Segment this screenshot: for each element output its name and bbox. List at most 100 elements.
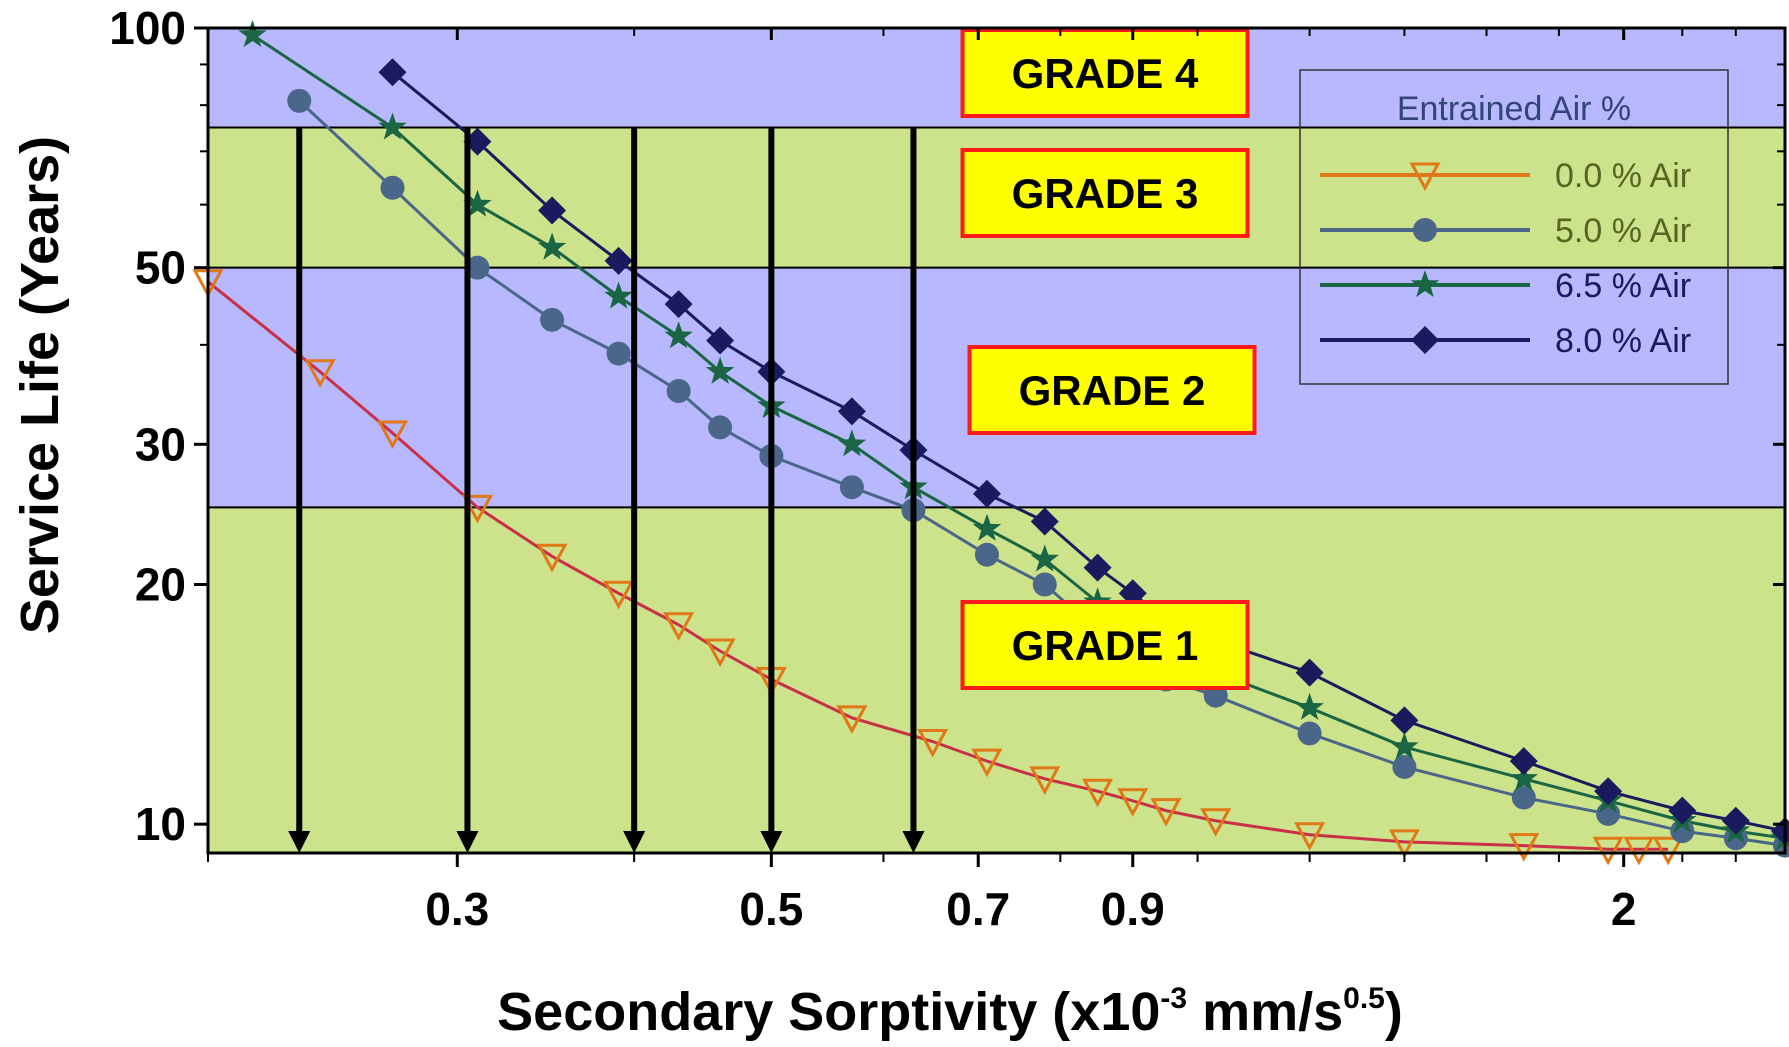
data-point [1083,553,1112,582]
data-point [1294,822,1326,851]
x-tick-label: 2 [1611,883,1637,935]
x-tick-label: 0.3 [425,883,489,935]
y-tick-label: 10 [135,798,186,850]
x-tick-label: 0.7 [946,883,1010,935]
data-point [1117,788,1149,817]
x-tick-label: 0.5 [739,883,803,935]
legend: Entrained Air % 0.0 % Air 5.0 % Air 6.5 % A… [1299,69,1729,385]
data-point [706,326,735,355]
data-point [1032,572,1057,597]
y-tick-label: 50 [135,242,186,294]
data-point [666,378,691,403]
grade-box-4 [960,28,1250,118]
grade-label-1: GRADE 1 [1012,622,1199,669]
arrow-head [456,831,479,853]
data-point [1295,692,1324,720]
data-point [1297,721,1322,746]
data-point [1594,777,1623,806]
data-point [380,175,405,200]
data-point [664,321,693,349]
data-point [663,612,695,641]
data-point [1295,658,1324,687]
data-point [1030,544,1059,572]
data-point [606,341,631,366]
data-point [837,429,867,457]
data-point [463,189,492,217]
legend-label: 6.5 % Air [1555,267,1691,305]
plot-frame [206,26,1787,855]
data-point [1652,836,1684,866]
data-point [837,397,866,426]
grade-label-3: GRADE 3 [1012,170,1199,217]
data-point [287,88,312,113]
data-point [378,112,407,140]
data-point [1509,763,1538,791]
grade-box-2 [967,345,1257,435]
data-point [465,255,490,280]
data-point [1388,829,1420,859]
data-point [540,307,565,332]
x-tick-label: 0.9 [1101,883,1165,935]
legend-swatch-marker [1410,270,1440,298]
data-point [1721,806,1750,835]
data-point [972,513,1002,541]
data-point [708,415,733,440]
arrow-head [623,831,646,853]
y-tick-label: 100 [109,2,186,54]
arrow-head [760,831,783,853]
data-point [1029,766,1061,796]
grade-box-1 [960,600,1250,690]
legend-label: 0.0 % Air [1555,157,1691,195]
data-point [1200,808,1232,837]
legend-box [1299,69,1729,385]
data-point [1668,796,1697,825]
y-tick-label: 20 [135,558,186,610]
y-axis: 10 20 30 50 100 [109,2,1785,850]
data-point [1030,507,1059,536]
data-point [836,705,868,734]
data-point [1082,778,1114,808]
y-tick-label: 30 [135,418,186,470]
grade-box-3 [960,148,1250,238]
data-point [705,356,735,384]
grade-labels: GRADE 1 GRADE 2 GRADE 3 GRADE 4 [960,28,1257,690]
data-point [839,475,864,500]
data-point [378,58,407,87]
data-point [536,543,568,573]
data-point [537,232,567,260]
data-point [538,196,567,225]
data-point [917,729,949,758]
data-point [704,638,736,668]
data-point [1390,706,1419,735]
data-point [604,246,633,275]
data-point [376,420,409,450]
grade-label-4: GRADE 4 [1012,50,1199,97]
data-point [971,748,1003,778]
data-point [1511,785,1536,810]
data-point [664,290,693,319]
series-line-1 [208,280,1669,851]
y-axis-title: Service Life (Years) [10,136,70,634]
arrow-head [288,831,311,853]
data-point [974,542,999,567]
legend-swatch-marker [1413,218,1437,242]
data-point [603,580,635,610]
data-point [1592,836,1624,866]
legend-title: Entrained Air % [1397,90,1631,128]
grade-label-2: GRADE 2 [1019,367,1206,414]
data-point [1509,747,1538,776]
drop-arrows [288,127,925,853]
x-axis-title: Secondary Sorptivity (x10-3 mm/s0.5) [497,982,1403,1042]
data-point [1392,754,1417,779]
legend-swatch-marker [1409,162,1441,192]
series-line-4 [391,71,1785,833]
data-point [972,479,1001,508]
data-point [304,359,336,388]
data-point [461,494,493,524]
legend-label: 5.0 % Air [1555,212,1691,250]
arrow-head [902,831,925,853]
data-point [604,281,633,309]
data-point [1623,836,1655,866]
legend-swatch-marker [1411,326,1439,354]
